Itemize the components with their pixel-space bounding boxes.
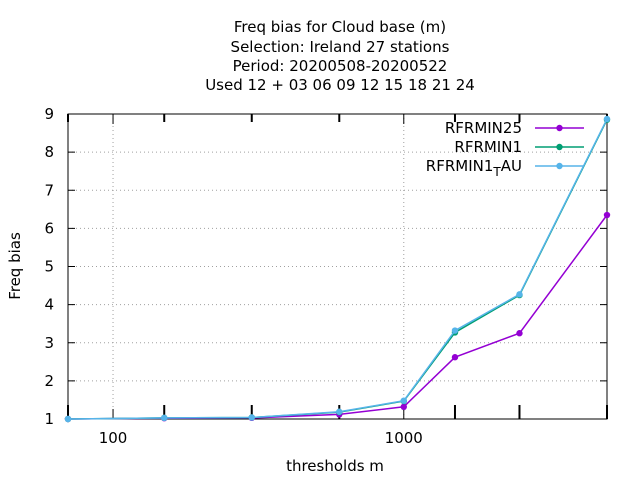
data-point — [603, 115, 611, 123]
data-point — [516, 291, 523, 298]
legend-item-1: RFRMIN25 — [445, 119, 584, 137]
data-point — [516, 330, 523, 337]
y-tick-label: 3 — [44, 334, 54, 352]
data-point — [64, 415, 72, 423]
title-line-1: Freq bias for Cloud base (m) — [234, 18, 446, 36]
y-tick-label: 4 — [44, 296, 54, 314]
x-axis-label: thresholds m — [286, 457, 384, 475]
series-1 — [64, 211, 611, 423]
data-point — [400, 397, 407, 404]
series-2 — [64, 116, 611, 423]
x-tick-label: 1000 — [385, 429, 423, 447]
series-3 — [64, 115, 611, 423]
data-point — [400, 403, 407, 410]
grid — [68, 114, 607, 419]
legend-swatch-point — [556, 162, 563, 170]
series-line — [67, 214, 608, 420]
y-tick-label: 5 — [44, 258, 54, 276]
chart-title: Freq bias for Cloud base (m) Selection: … — [205, 18, 475, 94]
data-point — [451, 354, 459, 361]
y-tick-label: 7 — [44, 181, 54, 199]
legend-swatch-point — [556, 143, 563, 151]
y-tick-label: 6 — [44, 219, 54, 237]
title-line-3: Period: 20200508-20200522 — [233, 57, 448, 75]
legend-item-3: RFRMIN1TAU — [426, 157, 584, 179]
title-line-4: Used 12 + 03 06 09 12 15 18 21 24 — [205, 76, 475, 94]
data-point — [248, 414, 255, 421]
plot-frame — [67, 113, 608, 420]
y-axis-label: Freq bias — [6, 232, 24, 300]
axis-ticks: 1 2 3 4 5 6 7 8 9 100 1000 — [44, 105, 608, 447]
data-point — [451, 327, 459, 334]
title-line-2: Selection: Ireland 27 stations — [231, 38, 450, 56]
series-line — [67, 119, 608, 420]
x-tick-label: 100 — [99, 429, 128, 447]
legend-item-2: RFRMIN1 — [454, 138, 584, 156]
y-tick-label: 2 — [44, 372, 54, 390]
legend-label: RFRMIN1TAU — [426, 157, 522, 179]
data-point — [161, 414, 168, 422]
y-tick-label: 8 — [44, 143, 54, 161]
legend-label: RFRMIN1 — [454, 138, 522, 156]
legend-label: RFRMIN25 — [445, 119, 522, 137]
series — [64, 115, 611, 423]
data-point — [336, 408, 343, 415]
series-line — [67, 118, 608, 420]
y-tick-label: 9 — [44, 105, 54, 123]
data-point — [603, 211, 611, 219]
y-tick-label: 1 — [44, 410, 54, 428]
legend-swatch-point — [556, 124, 563, 132]
